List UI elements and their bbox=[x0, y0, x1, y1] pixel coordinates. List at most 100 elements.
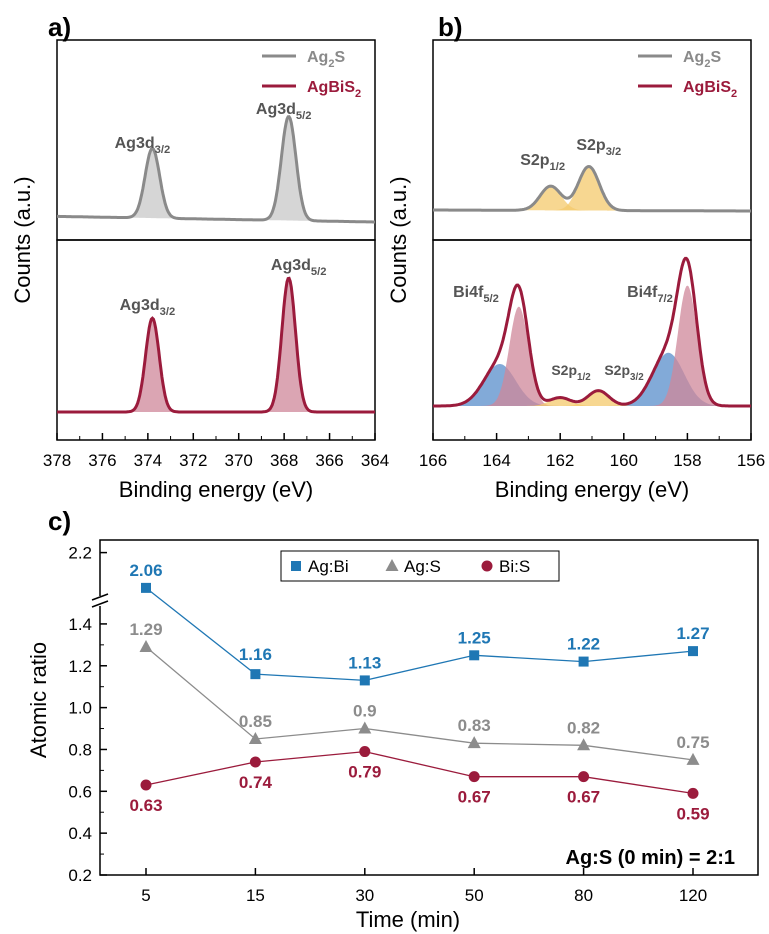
panel-a-tick-label: 364 bbox=[361, 451, 389, 470]
y-tick-label: 0.6 bbox=[68, 782, 92, 801]
panel-a-top-component-0 bbox=[57, 148, 375, 222]
data-label-Ag:S: 0.82 bbox=[567, 718, 600, 737]
point-Ag:S bbox=[686, 752, 700, 765]
data-label-Ag:Bi: 1.27 bbox=[676, 624, 709, 643]
y-tick-label: 0.2 bbox=[68, 866, 92, 885]
panel-c-annotation: Ag:S (0 min) = 2:1 bbox=[566, 847, 735, 869]
data-label-Bi:S: 0.67 bbox=[458, 788, 491, 807]
panel-b-x-ticks: 166 164 162 160 158 156 bbox=[419, 433, 765, 470]
panel-b-bottom-peak-label-4: Bi4f7/2 bbox=[627, 284, 673, 305]
panel-b-bottom-frame bbox=[432, 239, 752, 441]
panel-b-bottom-peak-label-3: S2p3/2 bbox=[604, 362, 644, 383]
panel-a-top-envelope bbox=[57, 115, 375, 224]
panel-b: b) S2p1/2 S2p3/2 Bi4f5/2 S2p1/2 S2p3/2 Bi4f7… bbox=[386, 12, 765, 502]
panel-c-y-label: Atomic ratio bbox=[26, 642, 51, 758]
panel-a-bottom-frame bbox=[56, 239, 376, 441]
panel-c-plot: 0.2 0.4 0.6 0.8 1.0 1.2 1.4 2.2 5 15 30 50 80 120 2.06… bbox=[68, 539, 759, 905]
panel-a-tick-label: 368 bbox=[270, 451, 298, 470]
y-tick-label: 1.2 bbox=[68, 657, 92, 676]
panel-c-x-label: Time (min) bbox=[356, 907, 460, 932]
panel-b-legend: Ag2S AgBiS2 bbox=[638, 49, 737, 100]
point-Ag:S bbox=[358, 721, 372, 734]
panel-a-top-component-1 bbox=[57, 116, 375, 222]
panel-c-frame bbox=[99, 539, 759, 876]
series-line-Ag:Bi bbox=[145, 587, 694, 682]
panel-b-bottom-envelope bbox=[433, 256, 751, 408]
panel-b-top-plot: S2p1/2 S2p3/2 bbox=[433, 137, 751, 213]
data-label-Ag:Bi: 1.22 bbox=[567, 635, 600, 654]
panel-a-tick-label: 376 bbox=[88, 451, 116, 470]
panel-b-x-label: Binding energy (eV) bbox=[495, 477, 689, 502]
point-Ag:Bi bbox=[578, 656, 589, 667]
panel-b-bottom-plot: Bi4f5/2 S2p1/2 S2p3/2 Bi4f7/2 bbox=[433, 256, 751, 408]
legend-marker-Bi:S bbox=[481, 560, 493, 572]
panel-c-label: c) bbox=[48, 506, 71, 536]
x-tick-label: 50 bbox=[465, 886, 484, 905]
data-label-Bi:S: 0.63 bbox=[129, 796, 162, 815]
panel-a-bottom-envelope bbox=[57, 276, 375, 414]
data-label-Ag:Bi: 1.25 bbox=[458, 628, 491, 647]
data-label-Ag:S: 0.9 bbox=[353, 702, 377, 721]
panel-b-tick-label: 158 bbox=[673, 451, 701, 470]
panel-b-label: b) bbox=[438, 12, 463, 42]
data-label-Ag:S: 1.29 bbox=[129, 620, 162, 639]
panel-b-bottom-peak-label-1: Bi4f5/2 bbox=[453, 284, 499, 305]
panel-b-top-envelope bbox=[433, 164, 751, 213]
panel-a: a) Ag3d3/2 Ag3d5/2 Ag3d3/2 Ag3d5/2 Ag2S AgB… bbox=[10, 12, 389, 502]
data-label-Ag:S: 0.75 bbox=[676, 733, 709, 752]
point-Ag:Bi bbox=[688, 646, 698, 657]
point-Ag:S bbox=[577, 738, 591, 751]
panel-b-bottom-component-3 bbox=[433, 285, 751, 406]
legend-marker-Ag:Bi bbox=[291, 561, 301, 571]
series-line-Ag:S bbox=[145, 646, 694, 761]
point-Ag:S bbox=[248, 732, 262, 744]
panel-b-tick-label: 160 bbox=[610, 451, 638, 470]
y-tick-label: 1.0 bbox=[68, 699, 92, 718]
panel-a-x-ticks: 378 376 374 372 370 368 366 364 bbox=[43, 433, 389, 470]
panel-b-bottom-peak-label-2: S2p1/2 bbox=[551, 362, 591, 383]
x-tick-label: 120 bbox=[679, 886, 707, 905]
panel-a-legend: Ag2S AgBiS2 bbox=[262, 49, 361, 100]
panel-b-y-label: Counts (a.u.) bbox=[386, 176, 411, 303]
panel-b-tick-label: 164 bbox=[482, 451, 510, 470]
data-label-Ag:S: 0.85 bbox=[239, 712, 272, 731]
legend-box bbox=[280, 550, 560, 582]
panel-a-tick-label: 370 bbox=[225, 451, 253, 470]
axis-break-gap bbox=[92, 596, 108, 606]
point-Bi:S bbox=[249, 756, 261, 768]
point-Ag:Bi bbox=[469, 650, 480, 661]
panel-c-legend: Ag:Bi Ag:S Bi:S bbox=[280, 550, 560, 582]
data-label-Bi:S: 0.79 bbox=[348, 763, 381, 782]
panel-b-top-component-1 bbox=[433, 166, 751, 211]
axis-break-mark bbox=[91, 593, 109, 601]
panel-a-y-label: Counts (a.u.) bbox=[10, 176, 35, 303]
panel-a-bottom-plot: Ag3d3/2 Ag3d5/2 bbox=[57, 257, 375, 414]
data-label-Ag:Bi: 2.06 bbox=[129, 561, 162, 580]
panel-a-bottom-component-0 bbox=[57, 318, 375, 412]
panel-a-top-peak-label-2: Ag3d5/2 bbox=[256, 101, 312, 122]
y-tick-label: 0.4 bbox=[68, 824, 92, 843]
point-Ag:S bbox=[139, 639, 153, 652]
panel-a-top-frame bbox=[56, 39, 376, 241]
point-Ag:Bi bbox=[141, 582, 151, 593]
data-label-Bi:S: 0.59 bbox=[676, 804, 709, 823]
panel-b-tick-label: 156 bbox=[737, 451, 765, 470]
panel-b-top-peak-label-2: S2p3/2 bbox=[576, 137, 621, 158]
x-tick-label: 30 bbox=[355, 886, 374, 905]
panel-b-tick-label: 162 bbox=[546, 451, 574, 470]
point-Bi:S bbox=[578, 771, 590, 783]
panel-a-legend-agbis2-text: AgBiS2 bbox=[307, 79, 361, 100]
data-label-Ag:Bi: 1.13 bbox=[348, 653, 381, 672]
panel-a-label: a) bbox=[48, 12, 71, 42]
point-Ag:Bi bbox=[359, 675, 370, 686]
y-tick-label: 1.4 bbox=[68, 615, 92, 634]
point-Ag:S bbox=[467, 736, 481, 749]
point-Ag:Bi bbox=[250, 669, 261, 680]
panel-b-legend-ag2s-text: Ag2S bbox=[683, 49, 721, 70]
series-line-Bi:S bbox=[145, 750, 694, 795]
panel-a-tick-label: 372 bbox=[179, 451, 207, 470]
panel-a-top-peak-label-1: Ag3d3/2 bbox=[115, 135, 171, 156]
panel-a-top-plot: Ag3d3/2 Ag3d5/2 bbox=[57, 101, 375, 224]
axis-break-mark bbox=[91, 600, 109, 608]
